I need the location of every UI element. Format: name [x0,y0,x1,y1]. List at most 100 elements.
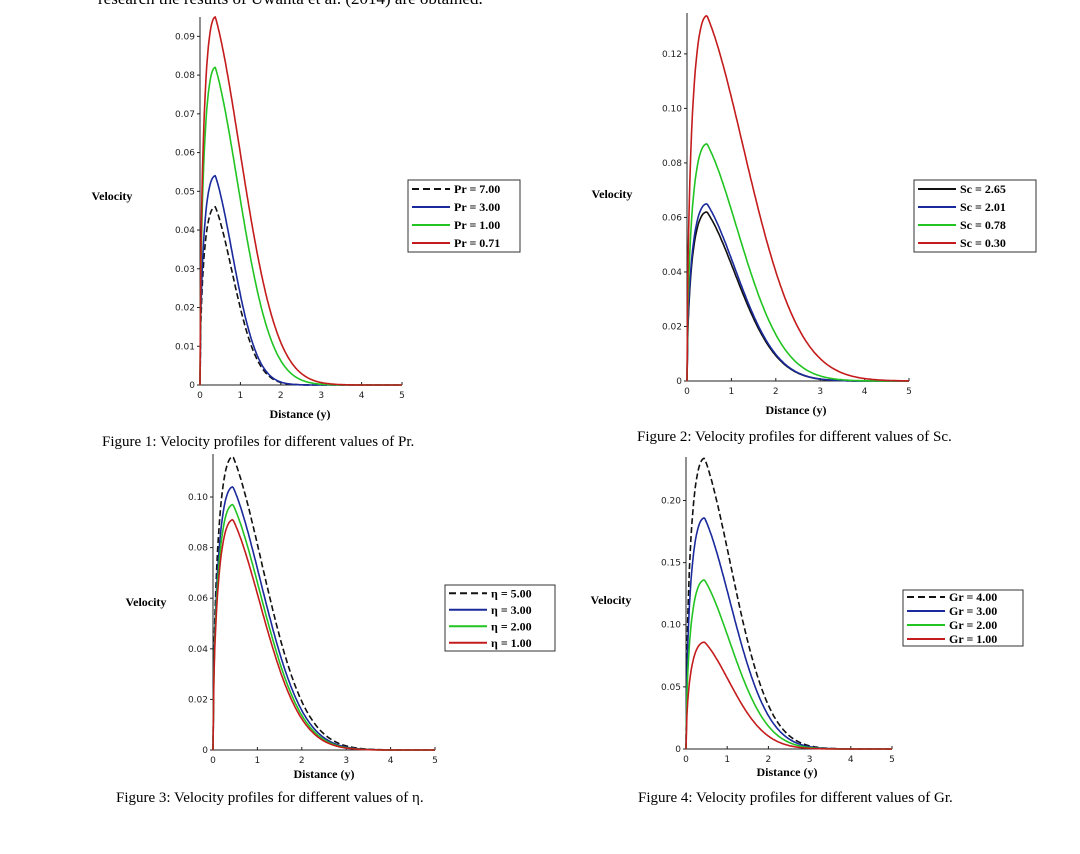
y-tick-label: 0 [676,377,682,387]
y-axis-label: Velocity [592,187,633,201]
x-tick-label: 2 [766,755,772,765]
figure-4-plot: 0 1 2 3 4 5 0 0.05 0.10 0.15 0.20 Velocity Distance … [591,457,1024,779]
series-line [686,14,909,382]
y-tick-label: 0 [675,745,681,755]
legend-label: Gr = 4.00 [949,590,997,604]
x-tick-label: 5 [432,756,438,766]
y-tick-label: 0.08 [662,159,682,169]
x-tick-label: 3 [318,391,324,401]
x-tick-label: 0 [197,391,203,401]
y-tick-label: 0.04 [662,268,682,278]
legend-label: Sc = 2.01 [960,200,1006,214]
y-tick-label: 0.10 [661,621,681,631]
x-tick-label: 2 [278,391,284,401]
figure-2-plot: 0 1 2 3 4 5 0 0.02 0.04 0.06 0.08 0.10 0.12 Velocity D… [592,13,1037,417]
figure-1-caption: Figure 1: Velocity profiles for differen… [102,434,415,450]
y-axis-label: Velocity [126,595,167,609]
series-lines [199,15,402,386]
legend-label: Sc = 0.30 [960,236,1006,250]
y-tick-label: 0.05 [175,187,195,197]
figure-3-plot: 0 1 2 3 4 5 0 0.02 0.04 0.06 0.08 0.10 Velocity Dista… [126,454,556,781]
legend-label: η = 1.00 [491,636,532,650]
x-tick-label: 2 [299,756,305,766]
y-tick-label: 0.04 [188,645,208,655]
legend: η = 5.00 η = 3.00 η = 2.00 η = 1.00 [444,584,556,652]
y-tick-label: 0.10 [188,493,208,503]
y-tick-label: 0.15 [661,559,681,569]
y-tick-label: 0.10 [662,104,682,114]
y-tick-label: 0.06 [188,594,208,604]
legend-label: η = 2.00 [491,619,532,633]
y-tick-label: 0.06 [175,149,195,159]
series-line [212,518,435,751]
y-tick-label: 0.06 [662,213,682,223]
axes: 0 1 2 3 4 5 0 0.05 0.10 0.15 0.20 Velocity Distance … [591,457,895,779]
y-tick-label: 0.02 [188,695,208,705]
x-axis-label: Distance (y) [766,403,827,417]
y-tick-label: 0.03 [175,265,195,275]
legend-label: Sc = 2.65 [960,182,1006,196]
x-tick-label: 1 [729,387,735,397]
legend-label: Pr = 3.00 [454,200,500,214]
x-tick-label: 5 [399,391,405,401]
x-tick-label: 0 [684,387,690,397]
figure-1-plot: 0 1 2 3 4 5 0 0.01 0.02 0.03 0.04 0.05 0.06 0.07 0.08 0… [92,15,521,421]
y-tick-label: 0.09 [175,32,195,42]
x-tick-label: 0 [683,755,689,765]
legend-label: η = 5.00 [491,586,532,600]
legend-label: Pr = 1.00 [454,218,500,232]
legend: Pr = 7.00 Pr = 3.00 Pr = 1.00 Pr = 0.71 [407,179,521,253]
x-tick-label: 1 [238,391,244,401]
legend-box [444,584,556,652]
x-tick-label: 5 [889,755,895,765]
x-tick-label: 2 [773,387,779,397]
axes: 0 1 2 3 4 5 0 0.02 0.04 0.06 0.08 0.10 Velocity Dista… [126,454,438,781]
x-tick-label: 3 [343,756,349,766]
y-tick-label: 0.02 [662,322,682,332]
x-tick-label: 4 [359,391,365,401]
x-tick-label: 3 [807,755,813,765]
y-axis-label: Velocity [92,189,133,203]
legend-box [407,179,521,253]
y-tick-label: 0.01 [175,342,195,352]
x-axis-label: Distance (y) [294,767,355,781]
x-tick-label: 4 [848,755,854,765]
series-lines [686,14,909,382]
legend-label: Gr = 3.00 [949,604,997,618]
legend-label: Pr = 0.71 [454,236,500,250]
y-axis-label: Velocity [591,593,632,607]
x-tick-label: 0 [210,756,216,766]
series-line [199,15,402,386]
figure-4-caption: Figure 4: Velocity profiles for differen… [638,790,953,806]
y-tick-label: 0.12 [662,50,682,60]
x-tick-label: 5 [906,387,912,397]
series-lines [685,457,892,750]
x-tick-label: 4 [388,756,394,766]
x-tick-label: 1 [724,755,730,765]
legend-label: Sc = 0.78 [960,218,1006,232]
y-tick-label: 0.04 [175,226,195,236]
axes: 0 1 2 3 4 5 0 0.01 0.02 0.03 0.04 0.05 0.06 0.07 0.08 0… [92,17,405,421]
y-tick-label: 0.05 [661,683,681,693]
x-axis-label: Distance (y) [270,407,331,421]
figure-2-caption: Figure 2: Velocity profiles for differen… [637,429,952,445]
figure-3-caption: Figure 3: Velocity profiles for differen… [116,790,424,806]
legend-label: Pr = 7.00 [454,182,500,196]
y-tick-label: 0 [189,381,195,391]
y-tick-label: 0 [202,746,208,756]
x-tick-label: 3 [817,387,823,397]
series-line [685,457,892,750]
x-tick-label: 1 [255,756,261,766]
y-tick-label: 0.07 [175,110,195,120]
x-tick-label: 4 [862,387,868,397]
legend-label: η = 3.00 [491,603,532,617]
legend: Sc = 2.65 Sc = 2.01 Sc = 0.78 Sc = 0.30 [913,179,1037,253]
series-line [685,579,892,750]
legend-label: Gr = 1.00 [949,632,997,646]
legend-label: Gr = 2.00 [949,618,997,632]
cut-off-text-line: research the results of Uwanta et al. (2… [98,0,483,9]
series-lines [212,455,435,751]
legend-box [913,179,1037,253]
y-tick-label: 0.02 [175,304,195,314]
series-line [685,516,892,750]
